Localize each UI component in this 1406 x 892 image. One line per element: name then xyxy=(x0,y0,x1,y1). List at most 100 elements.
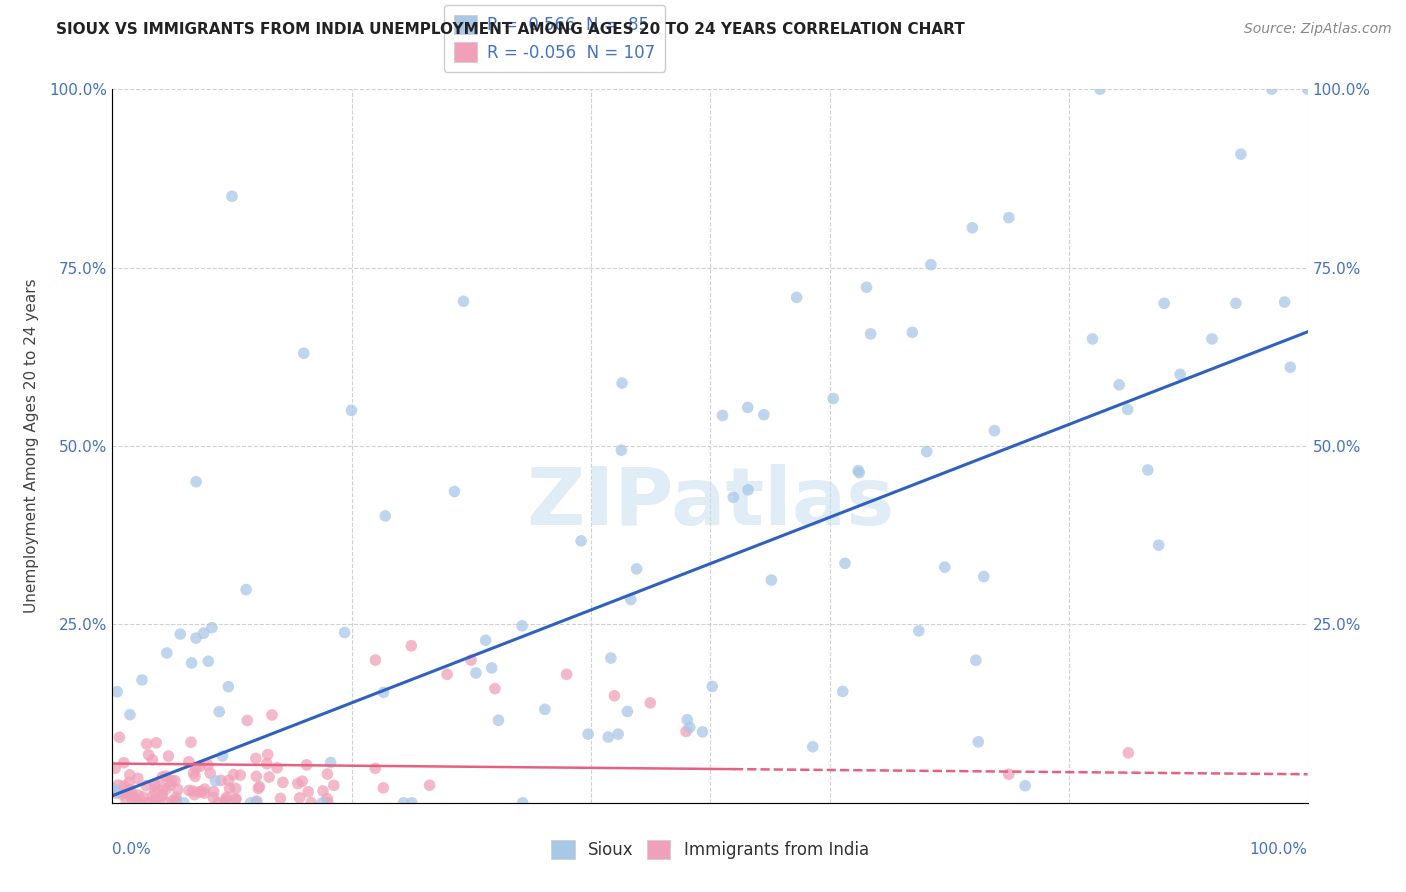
Point xyxy=(135,737,157,751)
Point xyxy=(460,653,482,667)
Point xyxy=(131,673,153,687)
Point xyxy=(127,772,149,786)
Point xyxy=(105,785,128,799)
Point xyxy=(967,735,990,749)
Point xyxy=(118,707,141,722)
Point xyxy=(121,792,143,806)
Point xyxy=(184,769,207,783)
Point xyxy=(287,776,309,790)
Point xyxy=(183,765,205,780)
Point xyxy=(181,784,204,798)
Point xyxy=(239,796,262,810)
Point xyxy=(1274,295,1296,310)
Point xyxy=(120,789,142,803)
Point xyxy=(155,769,177,783)
Point xyxy=(110,787,132,801)
Point xyxy=(246,794,269,808)
Point xyxy=(229,768,252,782)
Point xyxy=(1279,360,1302,375)
Point xyxy=(249,780,271,794)
Point xyxy=(907,624,929,638)
Point xyxy=(620,592,643,607)
Point xyxy=(125,793,148,807)
Point xyxy=(481,661,503,675)
Point xyxy=(145,792,167,806)
Point xyxy=(292,346,315,360)
Point xyxy=(291,774,314,789)
Point xyxy=(194,782,217,797)
Point xyxy=(488,714,510,728)
Point xyxy=(163,773,186,788)
Point xyxy=(159,778,181,792)
Point xyxy=(118,782,141,797)
Y-axis label: Unemployment Among Ages 20 to 24 years: Unemployment Among Ages 20 to 24 years xyxy=(24,278,38,614)
Point xyxy=(295,757,318,772)
Point xyxy=(127,788,149,802)
Point xyxy=(177,783,200,797)
Point xyxy=(737,483,759,497)
Point xyxy=(392,796,415,810)
Point xyxy=(193,626,215,640)
Point xyxy=(1230,147,1253,161)
Point xyxy=(112,779,135,793)
Point xyxy=(225,781,247,796)
Point xyxy=(197,654,219,668)
Point xyxy=(801,739,824,754)
Point xyxy=(247,781,270,796)
Point xyxy=(209,773,232,788)
Text: 0.0%: 0.0% xyxy=(112,842,152,857)
Point xyxy=(143,785,166,799)
Point xyxy=(676,713,699,727)
Point xyxy=(311,796,333,810)
Point xyxy=(194,786,217,800)
Point xyxy=(208,705,231,719)
Point xyxy=(834,557,856,571)
Point xyxy=(222,767,245,781)
Point xyxy=(105,685,128,699)
Point xyxy=(186,475,208,489)
Point xyxy=(150,788,173,802)
Point xyxy=(204,773,226,788)
Point xyxy=(786,290,808,304)
Point xyxy=(184,631,207,645)
Point xyxy=(983,424,1005,438)
Point xyxy=(143,796,166,810)
Point xyxy=(118,775,141,789)
Point xyxy=(610,443,633,458)
Point xyxy=(202,790,225,805)
Point xyxy=(962,220,984,235)
Point xyxy=(373,685,395,699)
Point xyxy=(626,562,648,576)
Point xyxy=(1201,332,1223,346)
Point xyxy=(115,794,138,808)
Point xyxy=(124,792,146,806)
Point xyxy=(1225,296,1247,310)
Point xyxy=(998,767,1021,781)
Point xyxy=(246,796,269,810)
Point xyxy=(214,796,236,810)
Point xyxy=(166,796,188,810)
Point xyxy=(603,689,626,703)
Point xyxy=(156,796,179,810)
Point xyxy=(138,796,160,810)
Point xyxy=(141,753,163,767)
Point xyxy=(965,653,987,667)
Point xyxy=(190,784,212,798)
Point xyxy=(143,778,166,792)
Point xyxy=(679,720,702,734)
Point xyxy=(118,768,141,782)
Point xyxy=(121,786,143,800)
Point xyxy=(198,766,221,780)
Point xyxy=(1153,296,1175,310)
Text: ZIPatlas: ZIPatlas xyxy=(526,464,894,542)
Point xyxy=(141,789,163,803)
Point xyxy=(1118,746,1140,760)
Point xyxy=(269,791,291,805)
Point xyxy=(846,464,869,478)
Point xyxy=(271,775,294,789)
Point xyxy=(145,794,167,808)
Point xyxy=(188,785,211,799)
Point xyxy=(103,781,125,796)
Point xyxy=(364,653,387,667)
Point xyxy=(115,786,138,800)
